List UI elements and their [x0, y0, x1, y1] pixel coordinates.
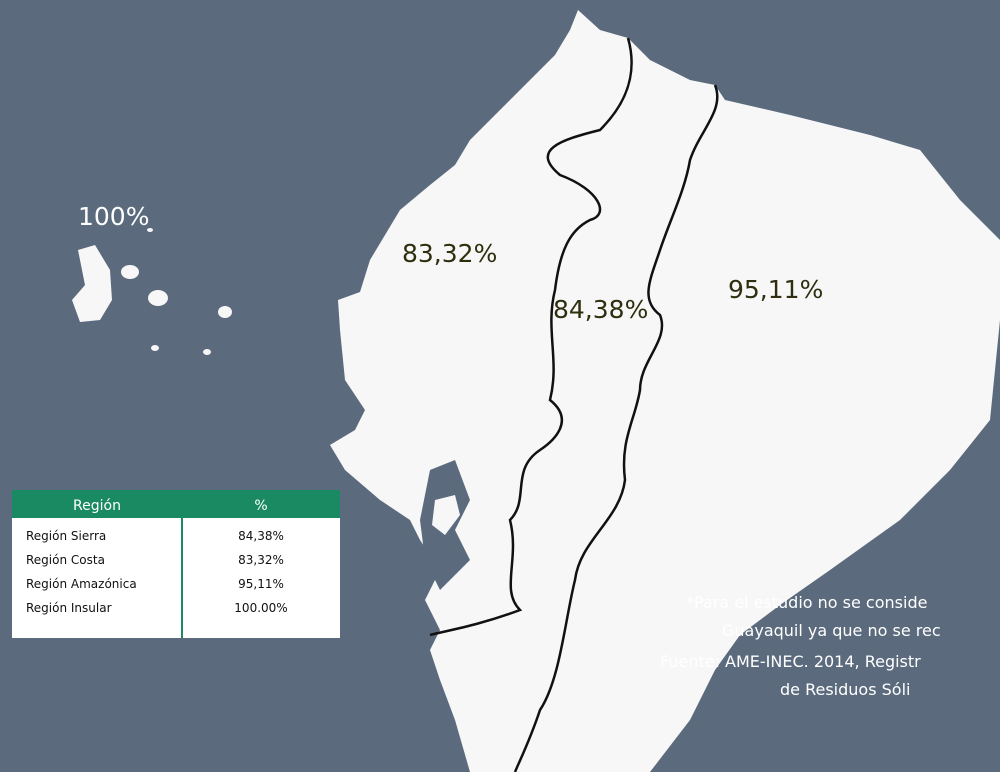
- costa-sierra-border: [429, 37, 633, 637]
- island: [121, 265, 139, 279]
- table-region: Región Insular: [26, 601, 112, 615]
- source: Fuente: AME-INEC. 2014, Registr: [660, 652, 921, 671]
- note: Guayaquil ya que no se rec: [722, 621, 941, 640]
- island: [72, 245, 112, 322]
- sierra-amazonia-border: [513, 84, 719, 772]
- region-table: Región % Región Sierra 84,38% Región Costa…: [12, 490, 340, 638]
- island: [218, 306, 232, 318]
- island: [203, 349, 211, 355]
- table-region: Región Costa: [26, 553, 105, 567]
- table-rows: Región Sierra 84,38% Región Costa 83,32% Reg…: [26, 529, 288, 615]
- galapagos: [72, 228, 232, 355]
- table-header: Región: [73, 498, 121, 514]
- insular-label: 100%: [78, 202, 149, 231]
- island: [151, 345, 159, 351]
- table-header-bg: [12, 490, 340, 518]
- note: *Para el estudio no se conside: [686, 593, 927, 612]
- table-header: %: [254, 498, 267, 514]
- source: de Residuos Sóli: [780, 680, 910, 699]
- puna-island: [432, 495, 460, 535]
- amazonica-label: 95,11%: [728, 275, 823, 304]
- island: [148, 290, 168, 306]
- table-value: 95,11%: [238, 577, 284, 591]
- costa-label: 83,32%: [402, 239, 497, 268]
- sierra-label: 84,38%: [553, 295, 648, 324]
- table-region: Región Sierra: [26, 529, 106, 543]
- table-value: 83,32%: [238, 553, 284, 567]
- table-value: 100.00%: [234, 601, 287, 615]
- gulf: [420, 460, 470, 590]
- table-region: Región Amazónica: [26, 577, 137, 591]
- ecuador-mainland: [330, 10, 1000, 772]
- island: [147, 228, 153, 232]
- mainland: [330, 10, 1000, 772]
- borders: [429, 37, 719, 772]
- table-body: [12, 518, 340, 638]
- table-value: 84,38%: [238, 529, 284, 543]
